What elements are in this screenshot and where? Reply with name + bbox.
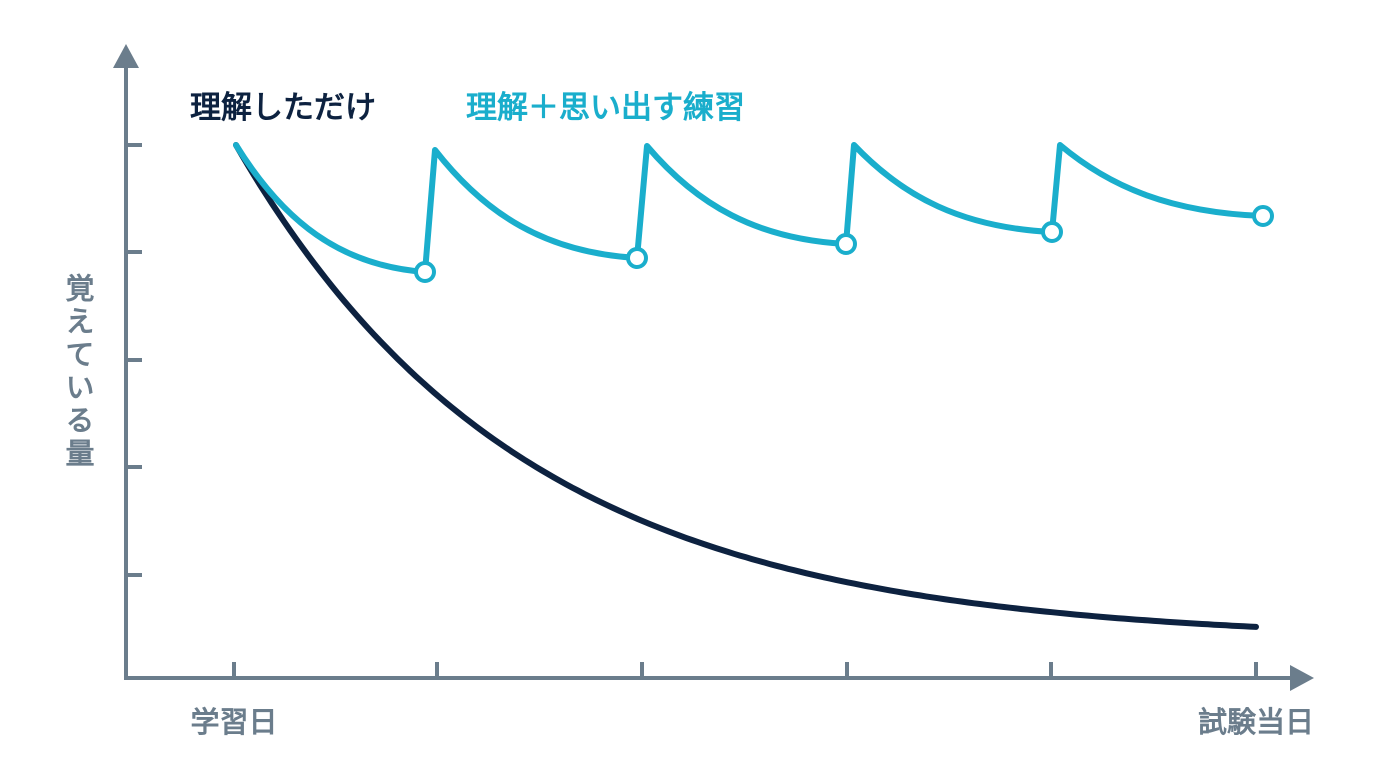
review-point — [1252, 205, 1274, 227]
y-axis-arrow — [113, 44, 139, 68]
x-end-label: 試験当日 — [1198, 705, 1314, 739]
x-axis-arrow — [1290, 665, 1314, 691]
legend-recall-practice: 理解＋思い出す練習 — [466, 90, 745, 126]
legend-understand-only: 理解しただけ — [190, 90, 376, 126]
review-points — [414, 205, 1274, 283]
review-point — [414, 261, 436, 283]
axes — [124, 60, 1298, 680]
recall-practice-curve — [233, 142, 1266, 275]
review-point — [626, 247, 648, 269]
review-point — [1041, 221, 1063, 243]
review-point — [835, 233, 857, 255]
y-axis-label: 覚えている量 — [61, 273, 95, 471]
x-start-label: 学習日 — [190, 705, 277, 739]
understand-only-curve — [233, 142, 1259, 630]
